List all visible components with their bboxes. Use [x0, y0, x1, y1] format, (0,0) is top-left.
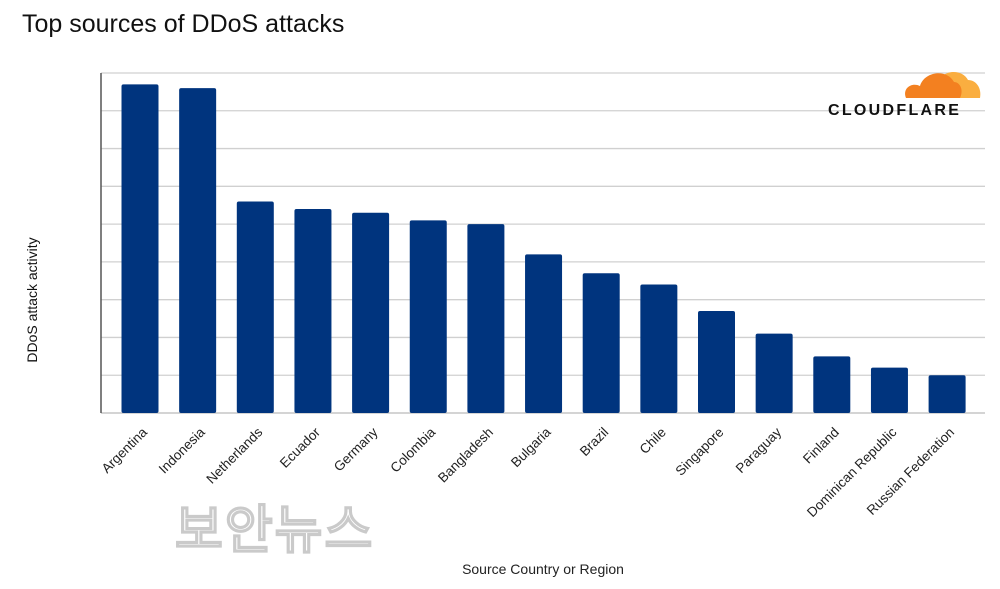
- cloud-icon: [905, 71, 981, 98]
- x-tick-label: Ecuador: [277, 424, 324, 471]
- logo-text: CLOUDFLARE: [828, 102, 962, 119]
- x-tick-label: Argentina: [99, 424, 151, 476]
- bar-germany: [352, 212, 390, 413]
- bar-argentina: [121, 84, 159, 413]
- x-tick-label: Bangladesh: [435, 425, 496, 486]
- x-tick-label: Brazil: [577, 425, 611, 459]
- bar-finland: [813, 356, 851, 413]
- x-tick-label: Germany: [331, 424, 381, 474]
- x-axis-label: Source Country or Region: [462, 561, 624, 577]
- bar-ecuador: [294, 209, 332, 413]
- bar-bangladesh: [467, 224, 505, 413]
- x-tick-label: Paraguay: [733, 424, 785, 476]
- x-tick-label: Chile: [637, 425, 669, 457]
- x-tick-label: Singapore: [672, 425, 726, 479]
- bar-dominican-republic: [870, 367, 908, 413]
- bar-indonesia: [179, 88, 217, 413]
- x-tick-label: Bulgaria: [508, 424, 554, 470]
- bar-chile: [640, 284, 678, 413]
- bar-brazil: [582, 273, 620, 413]
- chart-title: Top sources of DDoS attacks: [22, 10, 345, 38]
- watermark: 보안뉴스: [174, 502, 375, 560]
- x-tick-label: Finland: [800, 425, 842, 467]
- x-tick-label: Indonesia: [156, 424, 208, 476]
- x-tick-label: Netherlands: [203, 424, 265, 486]
- bar-russian-federation: [928, 375, 966, 413]
- bar-singapore: [698, 311, 735, 413]
- bar-paraguay: [755, 333, 793, 413]
- cloudflare-logo: CLOUDFLARE: [828, 64, 983, 124]
- x-tick-label: Colombia: [387, 424, 438, 475]
- bar-colombia: [409, 220, 447, 413]
- bar-netherlands: [236, 201, 274, 413]
- bar-bulgaria: [525, 254, 563, 413]
